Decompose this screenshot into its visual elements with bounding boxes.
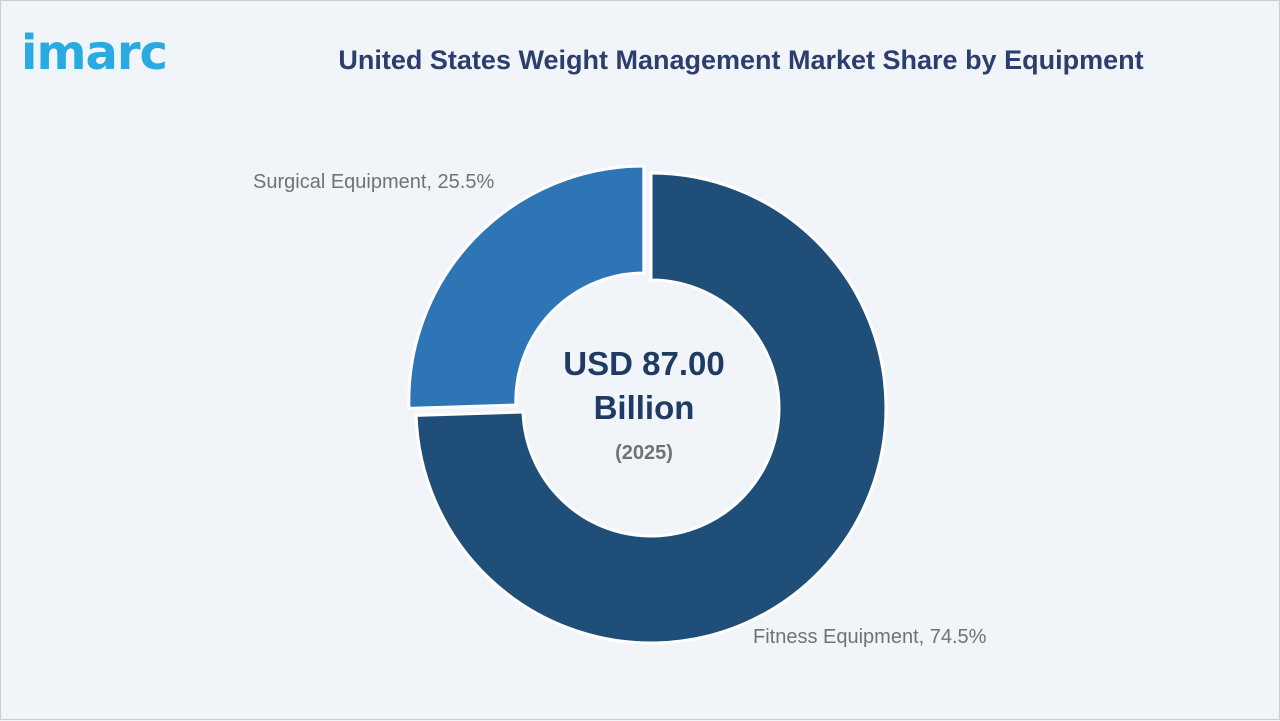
center-value-line1: USD 87.00 [563,345,724,382]
center-value-line2: Billion [594,389,695,426]
chart-title: United States Weight Management Market S… [338,45,1144,75]
slice-label-fitness: Fitness Equipment, 74.5% [753,626,987,648]
imarc-logo: imarc [21,25,168,81]
donut-slice-surgical [407,164,646,410]
donut-slice-fitness [414,171,888,645]
slice-label-surgical: Surgical Equipment, 25.5% [253,171,494,193]
center-year: (2025) [615,442,673,464]
